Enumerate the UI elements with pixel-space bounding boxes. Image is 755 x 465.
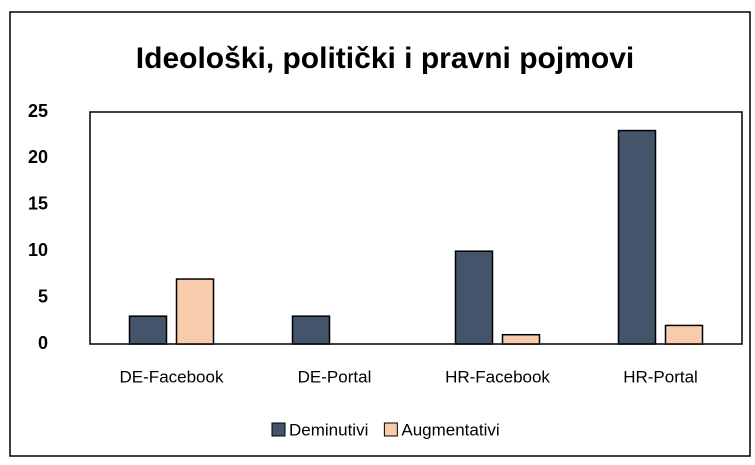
y-tick-label: 25 xyxy=(28,101,48,121)
y-tick-label: 15 xyxy=(28,194,48,214)
x-tick-label: HR-Portal xyxy=(623,367,698,386)
bar xyxy=(617,129,657,345)
y-tick-label: 0 xyxy=(38,333,48,353)
bar xyxy=(291,315,331,345)
chart-title: Ideološki, politički i pravni pojmovi xyxy=(136,42,634,75)
y-tick-label: 5 xyxy=(38,286,48,306)
x-tick-label: DE-Portal xyxy=(298,367,372,386)
y-tick-label: 10 xyxy=(28,240,48,260)
legend-swatch xyxy=(271,422,286,437)
legend-label: Augmentativi xyxy=(401,420,499,439)
legend-swatch xyxy=(383,422,398,437)
bar xyxy=(454,250,494,345)
legend-label: Deminutivi xyxy=(289,420,368,439)
x-tick-label: HR-Facebook xyxy=(445,367,550,386)
bar xyxy=(501,333,541,345)
bar xyxy=(128,315,168,345)
plot-frame xyxy=(89,111,743,345)
y-tick-label: 20 xyxy=(28,147,48,167)
bar xyxy=(664,324,704,345)
x-tick-label: DE-Facebook xyxy=(120,367,224,386)
bar xyxy=(175,278,215,345)
